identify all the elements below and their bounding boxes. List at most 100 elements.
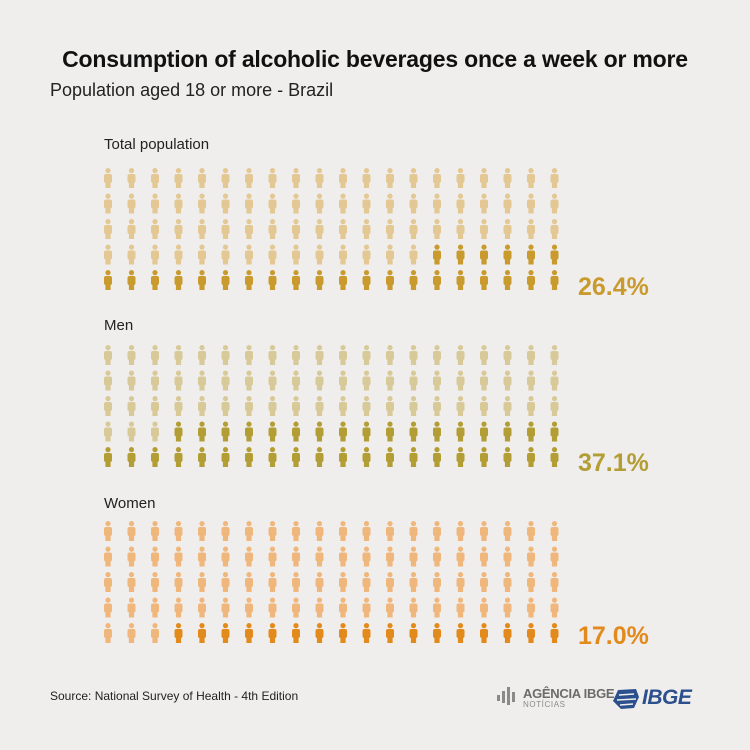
person-icon [221,623,230,643]
person-icon [221,521,230,541]
group-label-men: Men [104,317,134,334]
person-icon [339,521,347,541]
person-icon [386,193,394,214]
person-icon [292,270,300,290]
person-icon [104,572,112,592]
person-icon [339,168,347,188]
person-icon [480,521,488,541]
person-icon [127,370,136,391]
person-icon [550,193,559,214]
person-icon [503,546,512,567]
person-icon [409,219,418,239]
person-icon [292,572,300,592]
person-icon [127,193,136,214]
person-icon [503,597,512,618]
person-icon [456,193,465,214]
person-icon [127,521,136,541]
person-icon [174,572,183,592]
person-icon [480,623,488,643]
person-icon [221,546,230,567]
person-icon [386,421,394,442]
person-icon [151,396,159,416]
person-icon [527,447,535,467]
person-icon [362,244,371,265]
person-icon [550,597,559,618]
person-icon [480,244,488,265]
person-icon [221,244,230,265]
person-icon [433,370,441,391]
person-icon [433,546,441,567]
person-icon [174,219,183,239]
person-icon [174,193,183,214]
person-icon [362,623,371,643]
person-icon [245,244,253,265]
person-icon [315,447,324,467]
person-icon [456,572,465,592]
person-icon [245,421,253,442]
person-icon [433,168,441,188]
person-icon [339,270,347,290]
person-icon [362,193,371,214]
person-icon [527,421,535,442]
person-icon [527,521,535,541]
person-icon [550,244,559,265]
person-icon [198,193,206,214]
person-icon [386,244,394,265]
person-icon [268,244,277,265]
person-icon [292,244,300,265]
person-icon [527,168,535,188]
person-icon [362,219,371,239]
person-icon [433,244,441,265]
person-icon [315,345,324,365]
person-icon [527,597,535,618]
person-icon [550,270,559,290]
person-icon [362,396,371,416]
person-icon [174,168,183,188]
person-icon [198,345,206,365]
person-icon [386,572,394,592]
person-icon [174,370,183,391]
person-icon [480,597,488,618]
source-note: Source: National Survey of Health - 4th … [50,689,299,703]
person-icon [221,168,230,188]
person-icon [221,270,230,290]
ibge-map-icon [613,689,639,709]
person-icon [339,244,347,265]
person-icon [362,447,371,467]
person-icon [198,572,206,592]
person-icon [550,345,559,365]
person-icon [221,370,230,391]
person-icon [245,270,253,290]
group-label-total: Total population [104,136,210,153]
person-icon [221,193,230,214]
person-icon [503,623,512,643]
person-icon [292,521,300,541]
person-icon [386,396,394,416]
person-icon [151,521,159,541]
person-icon [221,396,230,416]
person-icon [127,546,136,567]
person-icon [409,521,418,541]
person-icon [127,623,136,643]
person-icon [480,546,488,567]
person-icon [503,370,512,391]
person-icon [245,447,253,467]
person-icon [480,270,488,290]
person-icon [362,521,371,541]
person-icon [550,521,559,541]
person-icon [386,270,394,290]
person-icon [433,270,441,290]
person-icon [198,521,206,541]
person-icon [456,168,465,188]
person-icon [198,168,206,188]
person-icon [198,623,206,643]
pictogram-women [104,521,559,643]
person-icon [386,597,394,618]
person-icon [104,421,112,442]
person-icon [127,421,136,442]
person-icon [409,168,418,188]
person-icon [315,623,324,643]
person-icon [480,219,488,239]
person-icon [151,421,159,442]
person-icon [409,396,418,416]
